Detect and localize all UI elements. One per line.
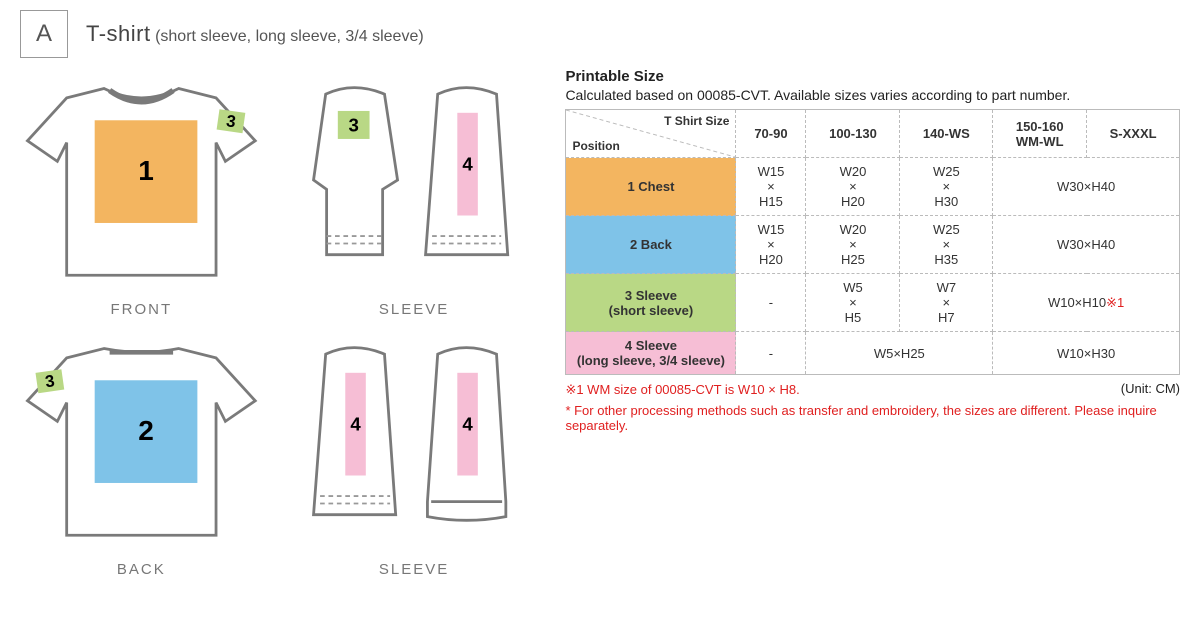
sleeve-bottom-icon: 4 4 bbox=[293, 328, 536, 552]
size-cell-0-0: W15×H15 bbox=[736, 158, 806, 216]
subtitle: (short sleeve, long sleeve, 3/4 sleeve) bbox=[155, 28, 424, 45]
table-head: T Shirt Size Position 70-90100-130140-WS… bbox=[566, 110, 1180, 158]
size-cell-3-0: - bbox=[736, 332, 806, 375]
table-body: 1 ChestW15×H15W20×H20W25×H30W30×H402 Bac… bbox=[566, 158, 1180, 375]
corner-cell: T Shirt Size Position bbox=[566, 110, 736, 158]
size-cell-0-2: W25×H30 bbox=[900, 158, 993, 216]
size-col-2: 140-WS bbox=[900, 110, 993, 158]
sleeve-top-icon: 3 4 bbox=[293, 68, 536, 292]
zone-sleeve-long-label: 4 bbox=[462, 154, 473, 175]
back-shirt-icon: 2 3 bbox=[20, 328, 263, 552]
page-header: A T-shirt (short sleeve, long sleeve, 3/… bbox=[20, 10, 1180, 58]
size-cell-2-3: W10×H10※1 bbox=[993, 274, 1180, 332]
diagram-back-label: BACK bbox=[20, 561, 263, 578]
size-cell-2-1: W5×H5 bbox=[806, 274, 900, 332]
table-heading: Printable Size bbox=[565, 68, 1180, 85]
size-cell-0-3: W30×H40 bbox=[993, 158, 1180, 216]
diagram-back: 2 3 BACK bbox=[20, 328, 263, 578]
zone-sleeve-long-left-label: 4 bbox=[350, 414, 361, 435]
zone-sleeve-long-right-label: 4 bbox=[462, 414, 473, 435]
footnote-2: * For other processing methods such as t… bbox=[565, 403, 1180, 433]
position-cell-2: 3 Sleeve(short sleeve) bbox=[566, 274, 736, 332]
size-cell-0-1: W20×H20 bbox=[806, 158, 900, 216]
size-cell-2-0: - bbox=[736, 274, 806, 332]
table-row: 1 ChestW15×H15W20×H20W25×H30W30×H40 bbox=[566, 158, 1180, 216]
size-col-0: 70-90 bbox=[736, 110, 806, 158]
position-cell-0: 1 Chest bbox=[566, 158, 736, 216]
size-panel: Printable Size Calculated based on 00085… bbox=[565, 68, 1180, 578]
table-row: 4 Sleeve(long sleeve, 3/4 sleeve)-W5×H25… bbox=[566, 332, 1180, 375]
corner-top: T Shirt Size bbox=[664, 114, 729, 128]
diagram-front: 1 3 FRONT bbox=[20, 68, 263, 318]
size-cell-1-2: W25×H35 bbox=[900, 216, 993, 274]
corner-bottom: Position bbox=[572, 139, 619, 153]
size-table: T Shirt Size Position 70-90100-130140-WS… bbox=[565, 109, 1180, 375]
size-col-4: S-XXXL bbox=[1087, 110, 1180, 158]
table-row: 2 BackW15×H20W20×H25W25×H35W30×H40 bbox=[566, 216, 1180, 274]
front-shirt-icon: 1 3 bbox=[20, 68, 263, 292]
footnotes: ※1 WM size of 00085-CVT is W10 × H8. (Un… bbox=[565, 381, 1180, 433]
size-col-1: 100-130 bbox=[806, 110, 900, 158]
size-cell-1-3: W30×H40 bbox=[993, 216, 1180, 274]
diagram-front-label: FRONT bbox=[20, 301, 263, 318]
size-cell-1-0: W15×H20 bbox=[736, 216, 806, 274]
size-cell-3-2: W10×H30 bbox=[993, 332, 1180, 375]
tag-sleeve-short-label: 3 bbox=[348, 114, 358, 135]
size-cell-1-1: W20×H25 bbox=[806, 216, 900, 274]
position-cell-3: 4 Sleeve(long sleeve, 3/4 sleeve) bbox=[566, 332, 736, 375]
table-row: 3 Sleeve(short sleeve)-W5×H5W7×H7W10×H10… bbox=[566, 274, 1180, 332]
category-letter: A bbox=[20, 10, 68, 58]
diagram-panel: 1 3 FRONT 3 bbox=[20, 68, 535, 578]
diagram-sleeve-bottom-label: SLEEVE bbox=[293, 561, 536, 578]
size-cell-3-1: W5×H25 bbox=[806, 332, 993, 375]
diagram-sleeve-bottom: 4 4 SLEEVE bbox=[293, 328, 536, 578]
table-note: Calculated based on 00085-CVT. Available… bbox=[565, 87, 1180, 103]
title-group: T-shirt (short sleeve, long sleeve, 3/4 … bbox=[86, 21, 424, 47]
diagram-sleeve-top-label: SLEEVE bbox=[293, 301, 536, 318]
size-cell-2-2: W7×H7 bbox=[900, 274, 993, 332]
main-layout: 1 3 FRONT 3 bbox=[20, 68, 1180, 578]
unit-label: (Unit: CM) bbox=[1121, 381, 1180, 396]
zone-back-label: 2 bbox=[138, 415, 154, 446]
footnote-1: ※1 WM size of 00085-CVT is W10 × H8. bbox=[565, 382, 799, 397]
diagram-sleeve-top: 3 4 SLEEVE bbox=[293, 68, 536, 318]
position-cell-1: 2 Back bbox=[566, 216, 736, 274]
zone-chest-label: 1 bbox=[138, 155, 154, 186]
title: T-shirt bbox=[86, 21, 151, 46]
size-col-3: 150-160WM-WL bbox=[993, 110, 1087, 158]
